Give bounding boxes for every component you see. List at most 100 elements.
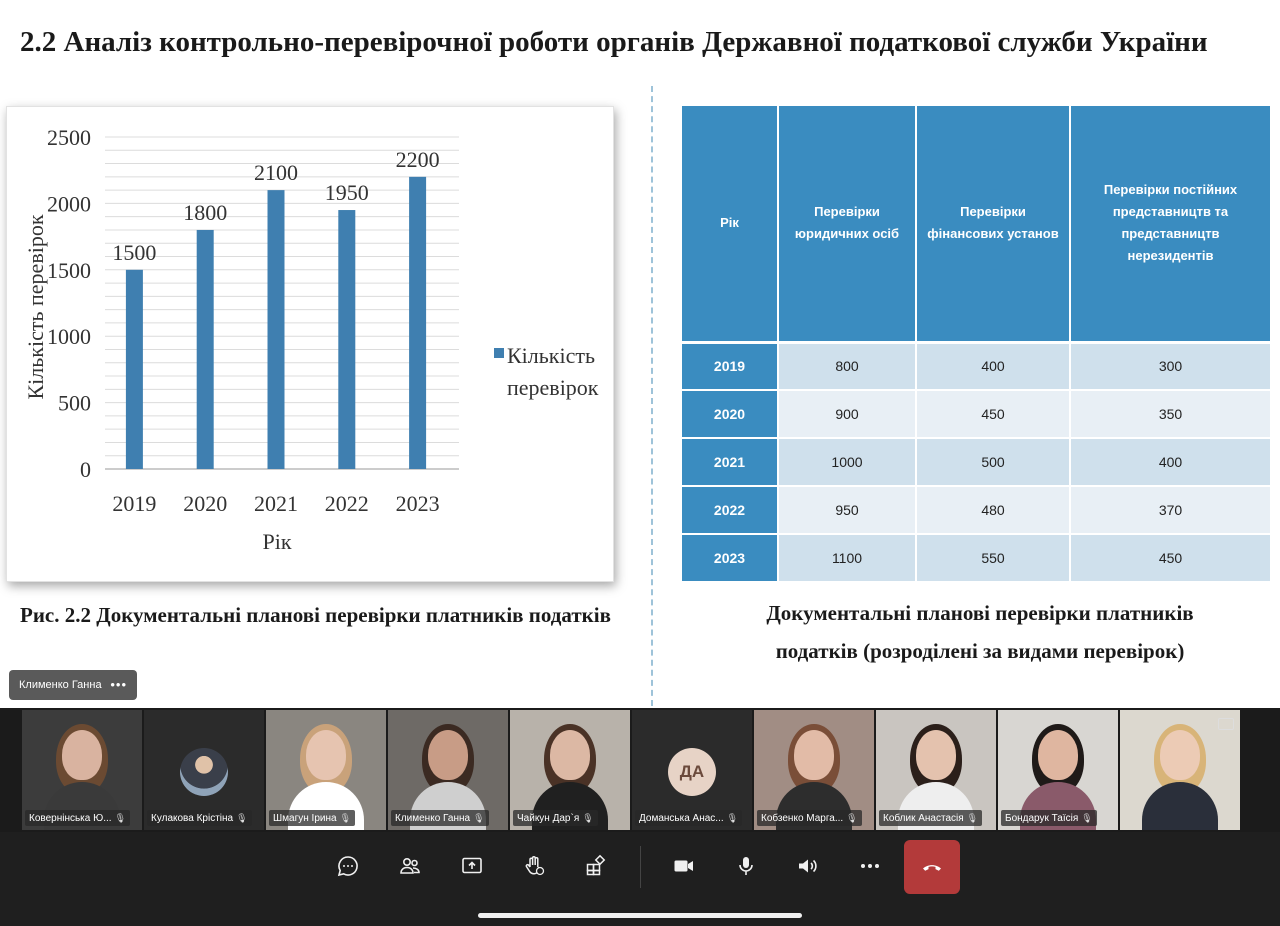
bar-chart-svg: 0 500 1000 1500 2000 2500 1500 2019 1800 2020 2100… bbox=[23, 125, 599, 554]
participant-name: Доманська Анас... 🎙 bbox=[635, 810, 743, 826]
more-button[interactable] bbox=[850, 848, 890, 884]
raise-hand-button[interactable] bbox=[514, 848, 554, 884]
participant-name: Бондарук Таїсія 🎙 bbox=[1001, 810, 1097, 826]
share-screen-button[interactable] bbox=[452, 848, 492, 884]
participant-tile[interactable] bbox=[1120, 710, 1240, 830]
table-row: 2022 950 480 370 bbox=[682, 486, 1270, 535]
more-icon bbox=[861, 864, 879, 868]
participant-tile[interactable]: Коблик Анастасія 🎙 bbox=[876, 710, 996, 830]
mic-muted-icon: 🎙 bbox=[473, 813, 485, 823]
participant-name-text: Коблик Анастасія bbox=[883, 813, 964, 824]
y-tick-label: 2000 bbox=[47, 191, 91, 216]
camera-icon bbox=[674, 860, 693, 872]
data-label: 2100 bbox=[254, 160, 298, 185]
participant-name: Коблик Анастасія 🎙 bbox=[879, 810, 983, 826]
table-cell: 550 bbox=[916, 534, 1071, 583]
participant-name-text: Доманська Анас... bbox=[639, 813, 724, 824]
table-caption-line: податків (розроділені за видами перевіро… bbox=[775, 639, 1185, 663]
y-axis-label: Кількість перевірок bbox=[23, 214, 48, 399]
bar bbox=[409, 176, 427, 469]
table-cell: 950 bbox=[778, 486, 917, 535]
camera-switch-icon[interactable] bbox=[1218, 718, 1234, 730]
participant-tile[interactable]: Кулакова Крістіна 🎙 bbox=[144, 710, 264, 830]
call-controls bbox=[0, 832, 1280, 926]
chart-caption: Рис. 2.2 Документальні планові перевірки… bbox=[20, 603, 611, 627]
participant-tile[interactable]: Бондарук Таїсія 🎙 bbox=[998, 710, 1118, 830]
table-cell: 900 bbox=[778, 390, 917, 439]
chat-button[interactable] bbox=[328, 848, 368, 884]
microphone-button[interactable] bbox=[726, 848, 766, 884]
participant-name-text: Бондарук Таїсія bbox=[1005, 813, 1079, 824]
x-tick-label: 2022 bbox=[325, 491, 369, 516]
table-caption-line: Документальні планові перевірки платникі… bbox=[766, 601, 1194, 625]
raise-hand-icon bbox=[525, 856, 545, 876]
data-label: 1800 bbox=[183, 200, 227, 225]
table-caption: Документальні планові перевірки платникі… bbox=[690, 594, 1270, 670]
mic-muted-icon: 🎙 bbox=[582, 813, 594, 823]
table-cell-year: 2019 bbox=[682, 342, 779, 391]
hang-up-button[interactable] bbox=[904, 840, 960, 894]
participant-tile[interactable]: Кобзенко Марга... 🎙 bbox=[754, 710, 874, 830]
participant-face bbox=[916, 730, 956, 780]
table-cell: 500 bbox=[916, 438, 1071, 487]
participant-tile[interactable]: Шмагун Ірина 🎙 bbox=[266, 710, 386, 830]
participant-name-text: Кобзенко Марга... bbox=[761, 813, 844, 824]
mic-muted-icon: 🎙 bbox=[726, 813, 739, 823]
table-header-year: Рік bbox=[682, 106, 779, 344]
avatar-initials: ДА bbox=[668, 748, 716, 796]
participant-name-text: Чайкун Дар`я bbox=[517, 813, 580, 824]
shared-slide: 2.2 Аналіз контрольно-перевірочної робот… bbox=[0, 0, 1280, 708]
participant-face bbox=[550, 730, 590, 780]
participant-tile[interactable]: Клименко Ганна 🎙 bbox=[388, 710, 508, 830]
share-screen-icon bbox=[462, 857, 482, 874]
legend-swatch bbox=[494, 348, 504, 358]
slide-title: 2.2 Аналіз контрольно-перевірочної робот… bbox=[20, 26, 1208, 58]
microphone-icon bbox=[739, 857, 753, 875]
table-cell: 370 bbox=[1070, 486, 1270, 535]
presenter-more-icon[interactable]: ••• bbox=[110, 677, 127, 692]
table-header-row: Рік Перевірки юридичних осіб Перевірки ф… bbox=[682, 106, 1270, 344]
table-cell: 800 bbox=[778, 342, 917, 391]
table-row: 2023 1100 550 450 bbox=[682, 534, 1270, 583]
presenter-chip[interactable]: Клименко Ганна ••• bbox=[9, 670, 137, 700]
participant-name-text: Ковернінська Ю... bbox=[29, 813, 112, 824]
participant-name: Клименко Ганна 🎙 bbox=[391, 810, 489, 826]
table-cell-year: 2023 bbox=[682, 534, 779, 583]
participant-tile[interactable]: Ковернінська Ю... 🎙 bbox=[22, 710, 142, 830]
mic-muted-icon: 🎙 bbox=[1081, 813, 1093, 823]
participant-face bbox=[794, 730, 834, 780]
table-header-non-residents: Перевірки постійних представництв та пре… bbox=[1070, 106, 1270, 344]
table-cell: 400 bbox=[1070, 438, 1270, 487]
camera-button[interactable] bbox=[664, 848, 704, 884]
presenter-name: Клименко Ганна bbox=[19, 679, 102, 691]
table-cell-year: 2022 bbox=[682, 486, 779, 535]
speaker-button[interactable] bbox=[788, 848, 828, 884]
mic-muted-icon: 🎙 bbox=[966, 813, 979, 823]
table-cell: 450 bbox=[1070, 534, 1270, 583]
table-header-financial-institutions: Перевірки фінансових установ bbox=[916, 106, 1071, 344]
bar bbox=[125, 269, 143, 469]
y-tick-label: 1500 bbox=[47, 258, 91, 283]
home-indicator bbox=[478, 913, 802, 918]
table-cell: 400 bbox=[916, 342, 1071, 391]
apps-icon bbox=[586, 854, 606, 876]
y-tick-label: 1000 bbox=[47, 324, 91, 349]
x-axis-label: Рік bbox=[262, 529, 291, 554]
participant-tile[interactable]: ДА Доманська Анас... 🎙 bbox=[632, 710, 752, 830]
participant-face bbox=[428, 730, 468, 780]
people-button[interactable] bbox=[390, 848, 430, 884]
checks-table: Рік Перевірки юридичних осіб Перевірки ф… bbox=[682, 106, 1270, 583]
table-cell: 300 bbox=[1070, 342, 1270, 391]
participant-name: Чайкун Дар`я 🎙 bbox=[513, 810, 598, 826]
data-label: 2200 bbox=[396, 147, 440, 172]
mic-muted-icon: 🎙 bbox=[339, 813, 351, 823]
y-tick-label: 2500 bbox=[47, 125, 91, 150]
participant-tile[interactable]: Чайкун Дар`я 🎙 bbox=[510, 710, 630, 830]
table-cell: 1000 bbox=[778, 438, 917, 487]
x-tick-label: 2023 bbox=[396, 491, 440, 516]
mic-muted-icon: 🎙 bbox=[236, 813, 248, 823]
apps-button[interactable] bbox=[576, 848, 616, 884]
mic-muted-icon: 🎙 bbox=[846, 813, 858, 823]
participant-face bbox=[1038, 730, 1078, 780]
bar bbox=[196, 229, 214, 469]
